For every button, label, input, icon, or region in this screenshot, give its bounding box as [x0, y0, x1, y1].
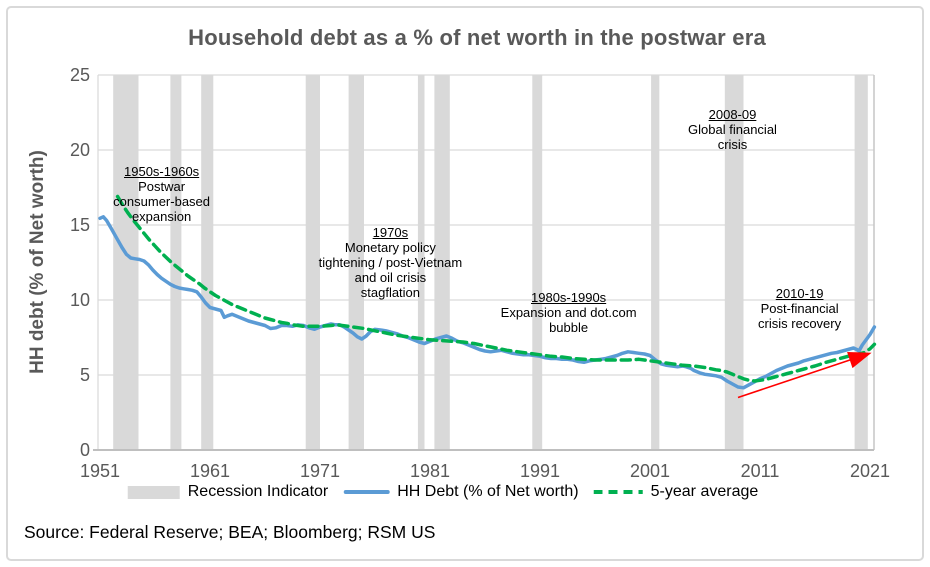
annotation-1950s-1960s: 1950s-1960s Postwar consumer-based expansio…: [113, 164, 210, 224]
recession-bar: [348, 75, 364, 450]
source-note: Source: Federal Reserve; BEA; Bloomberg;…: [24, 522, 436, 542]
annotation-header: 2010-19: [775, 285, 824, 301]
legend-label: HH Debt (% of Net worth): [397, 483, 579, 500]
legend: Recession Indicator HH Debt (% of Net wor…: [127, 483, 759, 501]
y-tick-label: 10: [69, 290, 90, 310]
recession-bar: [417, 75, 425, 450]
recession-bar: [113, 75, 139, 450]
annotation-2010-19: 2010-19 Post-financial crisis recovery: [758, 286, 841, 331]
x-tick-label: 1971: [299, 461, 341, 481]
x-tick-label: 1951: [79, 461, 121, 481]
x-tick-label: 2001: [629, 461, 671, 481]
recession-bar: [724, 75, 744, 450]
y-tick-label: 25: [69, 65, 90, 85]
annotation-line: Global financial: [688, 122, 777, 138]
annotation-line: Post-financial: [760, 300, 839, 316]
five-year-average-line: [115, 194, 877, 383]
recession-bar: [651, 75, 660, 450]
legend-label: 5-year average: [650, 483, 759, 500]
annotation-line: Monetary policy: [344, 240, 436, 255]
annotation-line: consumer-based: [113, 193, 211, 209]
annotation-2008-09: 2008-09 Global financial crisis: [688, 107, 777, 152]
annotation-header: 1950s-1960s: [124, 163, 200, 179]
x-tick-label: 2011: [740, 461, 780, 481]
annotation-line: crisis recovery: [758, 315, 842, 331]
annotation-header: 2008-09: [708, 107, 757, 123]
legend-item-recession: Recession Indicator: [127, 483, 329, 501]
y-tick-label: 15: [69, 215, 90, 235]
legend-swatch-avg: [593, 489, 643, 495]
recession-bar: [170, 75, 182, 450]
y-tick-label: 5: [79, 365, 90, 385]
recession-bar: [434, 75, 450, 450]
x-tick-label: 1981: [409, 461, 451, 481]
annotation-line: expansion: [131, 208, 192, 224]
legend-item-hh-debt: HH Debt (% of Net worth): [343, 483, 579, 501]
annotation-line: Expansion and dot.com: [500, 305, 637, 321]
annotation-1970s: 1970s Monetary policy tightening / post-Vi…: [319, 225, 463, 300]
recession-bar: [854, 75, 868, 450]
annotation-line: tightening / post-Vietnam: [318, 255, 463, 270]
hh-debt-line: [98, 215, 877, 390]
annotation-line: stagflation: [360, 285, 421, 300]
legend-item-avg: 5-year average: [593, 483, 759, 501]
annotation-line: bubble: [549, 320, 589, 336]
legend-swatch-hh-debt: [343, 489, 390, 495]
x-tick-label: 1961: [189, 461, 231, 481]
chart-title: Household debt as a % of net worth in th…: [188, 25, 766, 50]
recession-bar: [532, 75, 543, 450]
legend-label: Recession Indicator: [187, 483, 329, 500]
recession-bar: [201, 75, 214, 450]
legend-swatch-recession: [127, 485, 180, 499]
annotation-line: and oil crisis: [354, 270, 427, 285]
annotation-header: 1970s: [372, 225, 409, 240]
annotation-header: 1980s-1990s: [531, 290, 607, 306]
y-tick-label: 0: [79, 440, 90, 460]
annotation-1980s-1990s: 1980s-1990s Expansion and dot.com bubble: [501, 290, 637, 335]
x-tick-label: 1991: [519, 461, 561, 481]
trend-arrow-line: [737, 356, 858, 399]
annotation-line: Postwar: [138, 178, 186, 194]
recession-bar: [305, 75, 320, 450]
annotation-line: crisis: [717, 137, 748, 153]
x-tick-label: 2021: [849, 461, 891, 481]
y-tick-label: 20: [69, 140, 90, 160]
trend-arrow-head: [847, 351, 872, 369]
